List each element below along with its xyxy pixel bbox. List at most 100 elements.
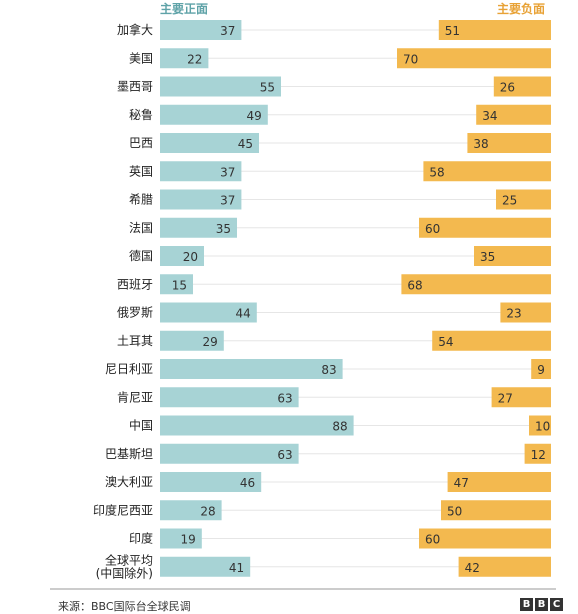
category-label: 西班牙 (117, 277, 153, 291)
bbc-logo: B B C (520, 598, 563, 611)
negative-bar (419, 528, 551, 549)
negative-bar (401, 274, 551, 295)
positive-bar (160, 274, 193, 295)
legend-negative: 主要负面 (497, 2, 546, 16)
positive-value-label: 44 (236, 307, 251, 321)
negative-bar (524, 443, 551, 464)
positive-bar (160, 20, 242, 40)
positive-bar (160, 161, 242, 182)
negative-value-label: 27 (498, 391, 513, 405)
positive-bar (160, 76, 281, 97)
category-label: 尼日利亚 (105, 362, 153, 376)
positive-bar (160, 443, 299, 464)
positive-value-label: 88 (332, 420, 347, 434)
category-label: 全球平均 (105, 552, 153, 567)
logo-letter-b1: B (520, 598, 533, 611)
category-label: 土耳其 (117, 334, 153, 348)
negative-value-label: 54 (438, 335, 453, 349)
category-label: 肯尼亚 (117, 390, 153, 404)
negative-bar (397, 48, 551, 69)
negative-value-label: 9 (537, 363, 545, 377)
category-label: 加拿大 (117, 22, 153, 37)
negative-value-label: 51 (445, 24, 460, 38)
negative-value-label: 23 (506, 307, 521, 321)
negative-bar (467, 133, 551, 153)
positive-value-label: 37 (220, 194, 235, 208)
positive-value-label: 19 (181, 533, 196, 547)
negative-value-label: 50 (447, 504, 462, 518)
category-label: 印度 (129, 531, 153, 546)
positive-bar (160, 500, 222, 521)
category-label: 巴西 (129, 136, 153, 150)
positive-value-label: 22 (187, 52, 202, 66)
positive-bar (160, 246, 204, 266)
legend-positive: 主要正面 (160, 2, 209, 16)
positive-bar (160, 528, 202, 549)
negative-value-label: 60 (425, 222, 440, 236)
logo-letter-c: C (550, 598, 563, 611)
negative-bar (493, 76, 551, 97)
negative-bar (529, 415, 551, 436)
positive-value-label: 45 (238, 137, 253, 151)
negative-value-label: 47 (454, 476, 469, 490)
positive-bar (160, 359, 343, 379)
negative-bar (447, 472, 551, 492)
positive-value-label: 37 (220, 24, 235, 38)
positive-value-label: 15 (172, 278, 187, 292)
positive-bar (160, 330, 224, 351)
source-note: 来源：BBC国际台全球民调 (58, 600, 191, 613)
positive-value-label: 63 (277, 391, 292, 405)
positive-value-label: 46 (240, 476, 255, 490)
negative-bar (432, 330, 551, 351)
positive-bar (160, 472, 262, 492)
positive-value-label: 35 (216, 222, 231, 236)
negative-value-label: 70 (403, 52, 418, 66)
category-label: 澳大利亚 (105, 475, 153, 489)
category-label: 希腊 (129, 192, 153, 207)
negative-value-label: 34 (482, 109, 497, 123)
category-label: 俄罗斯 (117, 306, 153, 320)
positive-bar (160, 189, 242, 210)
negative-value-label: 58 (429, 165, 444, 179)
category-label: 印度尼西亚 (93, 502, 153, 517)
negative-bar (474, 246, 551, 266)
negative-value-label: 12 (531, 448, 546, 462)
negative-bar (491, 387, 551, 408)
negative-value-label: 38 (473, 137, 488, 151)
positive-value-label: 28 (200, 504, 215, 518)
negative-bar (496, 189, 551, 210)
positive-value-label: 20 (183, 250, 198, 264)
positive-value-label: 83 (321, 363, 336, 377)
positive-value-label: 49 (247, 109, 262, 123)
positive-bar (160, 104, 268, 125)
category-label: 美国 (129, 51, 153, 65)
negative-value-label: 42 (465, 561, 480, 575)
negative-bar (423, 161, 551, 182)
negative-value-label: 10 (535, 420, 550, 434)
negative-bar (531, 359, 551, 379)
positive-value-label: 41 (229, 561, 244, 575)
negative-bar (500, 302, 551, 323)
category-label: 法国 (129, 221, 153, 235)
positive-value-label: 55 (260, 81, 275, 95)
category-label: 德国 (129, 248, 153, 263)
category-label: 中国 (129, 418, 153, 433)
category-label: 秘鲁 (129, 108, 153, 122)
negative-bar (438, 20, 551, 40)
positive-value-label: 63 (277, 448, 292, 462)
positive-bar (160, 415, 354, 436)
positive-value-label: 29 (203, 335, 218, 349)
category-label: 巴基斯坦 (105, 447, 153, 461)
category-label: 墨西哥 (117, 80, 153, 94)
negative-bar (419, 217, 551, 238)
negative-value-label: 26 (500, 81, 515, 95)
negative-bar (441, 500, 551, 521)
negative-bar (458, 556, 551, 577)
negative-value-label: 60 (425, 533, 440, 547)
positive-bar (160, 48, 209, 69)
negative-value-label: 68 (407, 278, 422, 292)
negative-value-label: 25 (502, 194, 517, 208)
negative-value-label: 35 (480, 250, 495, 264)
category-label: 英国 (129, 164, 153, 178)
positive-bar (160, 387, 299, 408)
